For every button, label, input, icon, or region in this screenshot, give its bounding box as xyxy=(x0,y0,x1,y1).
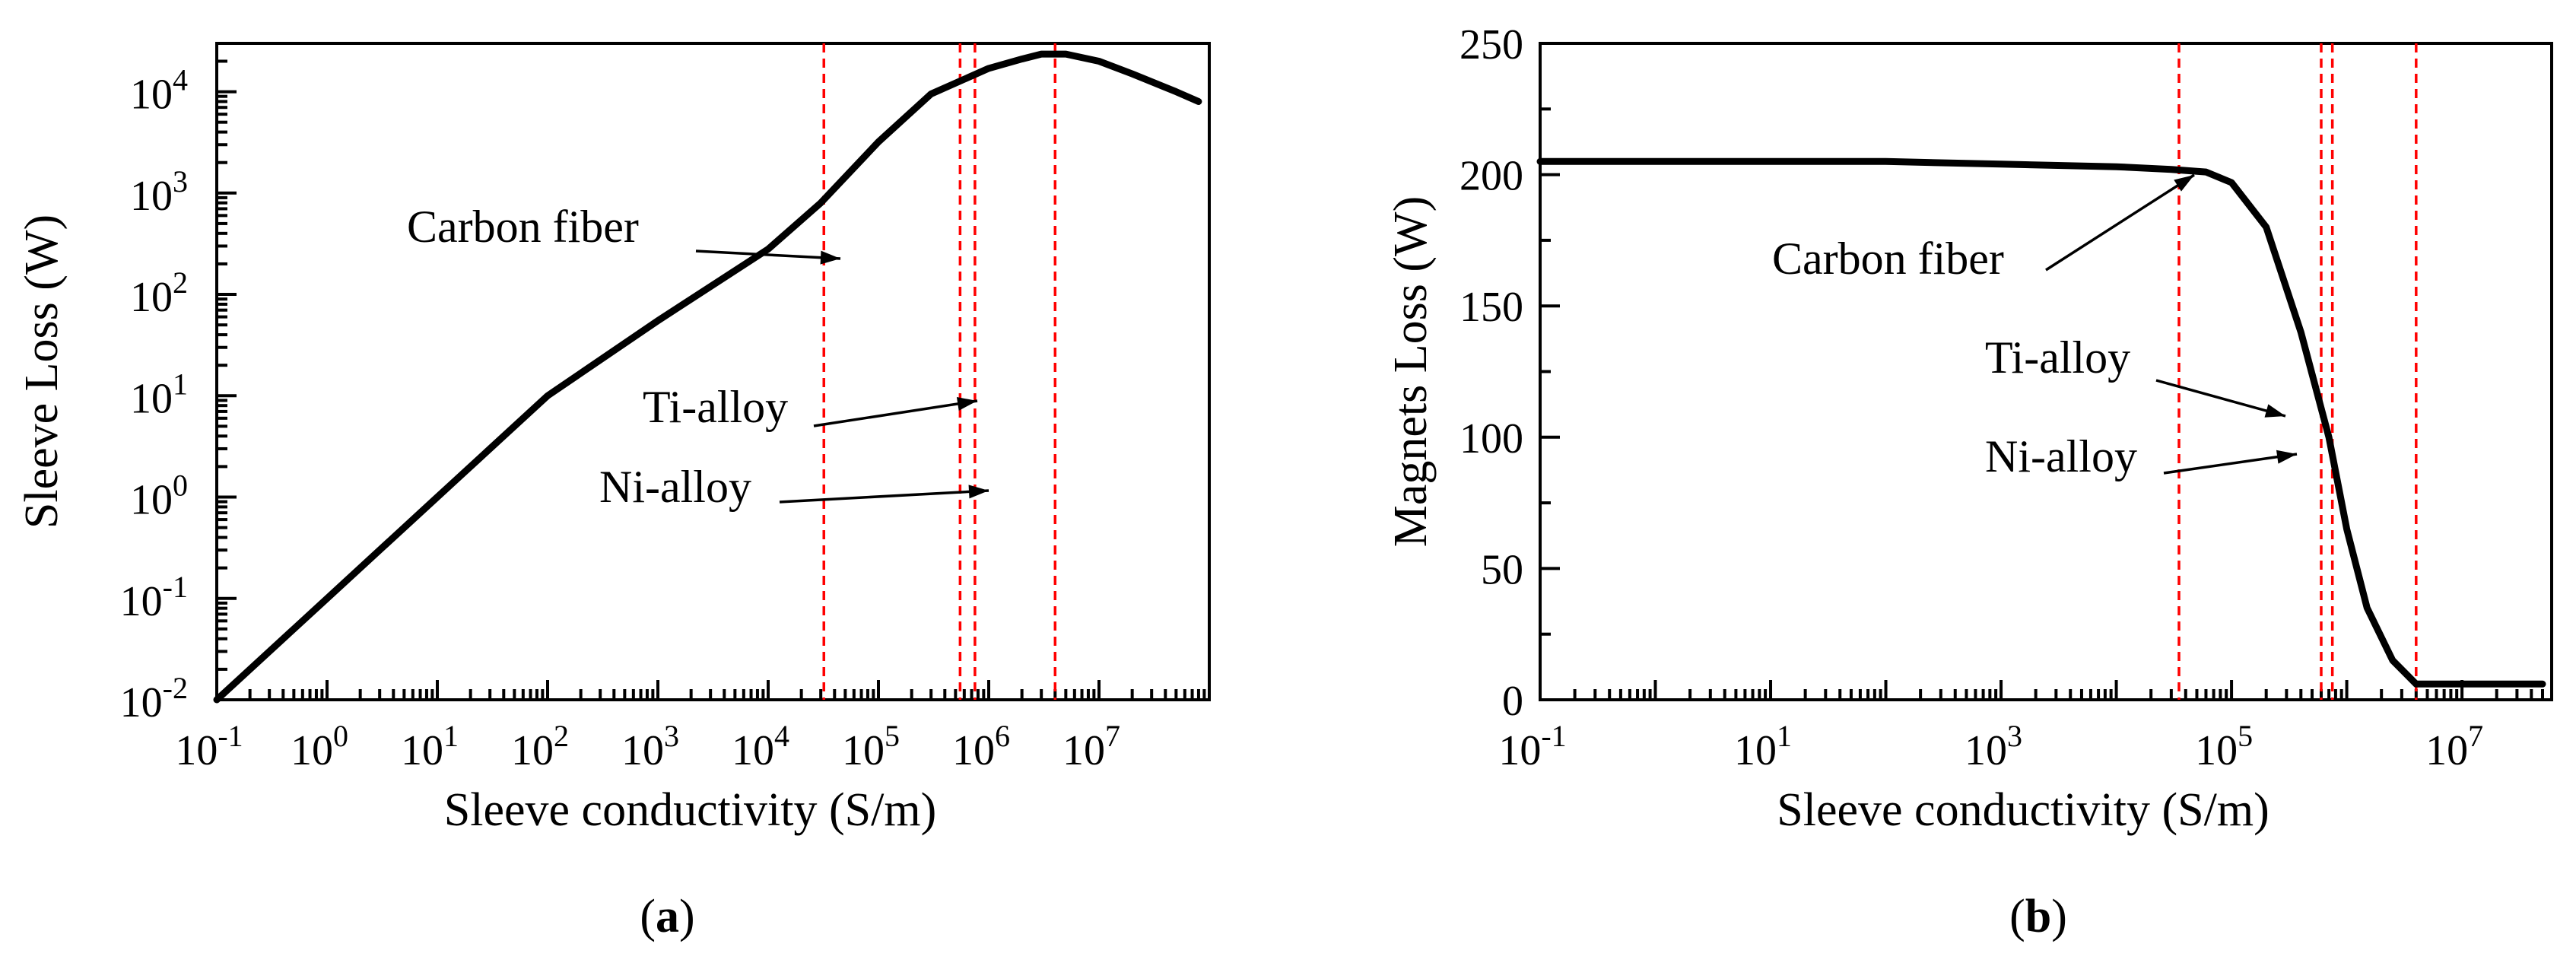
y-axis-label: Magnets Loss (W) xyxy=(1385,196,1437,547)
annotation-arrowhead xyxy=(820,250,840,265)
annotation-arrow xyxy=(695,249,841,260)
annotation-arrow xyxy=(2045,173,2195,272)
annotation-arrow xyxy=(2155,379,2286,418)
annotation-label: Ti-alloy xyxy=(643,382,788,432)
y-tick-label: 100 xyxy=(130,469,188,524)
annotation-arrowhead xyxy=(2174,175,2194,192)
x-tick-label: 105 xyxy=(2195,719,2253,774)
annotation-arrow xyxy=(813,399,978,427)
x-axis-label: Sleeve conductivity (S/m) xyxy=(1777,784,2269,836)
x-tick-label: 104 xyxy=(732,719,789,774)
annotation-arrowhead xyxy=(2276,450,2297,464)
annotation-label: Ni-alloy xyxy=(599,462,751,512)
x-tick-label: 107 xyxy=(1062,719,1120,774)
panel-caption: (b) xyxy=(2009,891,2067,942)
x-tick-label: 10-1 xyxy=(1498,719,1566,774)
y-axis-label: Sleeve Loss (W) xyxy=(16,214,68,529)
annotation-arrow xyxy=(2163,453,2298,475)
annotation-label: Carbon fiber xyxy=(1772,234,2004,284)
y-tick-label: 150 xyxy=(1460,284,1523,331)
y-tick-label: 103 xyxy=(130,164,188,220)
x-tick-label: 106 xyxy=(952,719,1010,774)
x-tick-label: 101 xyxy=(1734,719,1792,774)
panel-a-chart: 10-1 100 101 102 103 104 105 106 10710-210-11001… xyxy=(16,42,1211,942)
panel-b-chart: 10-1 101 103 105 107 0 50 100 150 200 250 Sleeve co… xyxy=(1385,21,2553,942)
y-tick-label: 0 xyxy=(1502,678,1523,725)
y-tick-label: 102 xyxy=(130,265,188,321)
x-tick-label: 107 xyxy=(2425,719,2483,774)
x-tick-label: 100 xyxy=(291,719,348,774)
y-tick-label: 10-1 xyxy=(120,570,188,625)
x-axis-label: Sleeve conductivity (S/m) xyxy=(444,784,936,836)
x-tick-label: 10-1 xyxy=(175,719,243,774)
y-tick-label: 200 xyxy=(1460,153,1523,200)
y-tick-label: 10-2 xyxy=(120,671,188,726)
x-tick-label: 103 xyxy=(621,719,679,774)
annotation-arrow xyxy=(779,489,989,504)
annotation-arrowhead xyxy=(2264,404,2285,418)
y-tick-label: 104 xyxy=(130,63,188,119)
annotation-label: Ni-alloy xyxy=(1985,431,2137,481)
annotation-label: Carbon fiber xyxy=(407,202,639,252)
x-tick-label: 102 xyxy=(511,719,569,774)
x-tick-label: 103 xyxy=(1965,719,2022,774)
annotation-arrowhead xyxy=(956,397,977,411)
y-tick-label: 50 xyxy=(1481,546,1523,593)
panel-caption: (a) xyxy=(640,891,694,942)
y-tick-label: 100 xyxy=(1460,415,1523,462)
plot-frame xyxy=(215,42,1211,701)
series-line-1 xyxy=(1536,157,2546,688)
y-tick-label: 250 xyxy=(1460,21,1523,68)
y-tick-label: 101 xyxy=(130,367,188,422)
x-tick-label: 101 xyxy=(401,719,459,774)
annotation-arrowhead xyxy=(968,485,989,499)
annotation-label: Ti-alloy xyxy=(1985,332,2130,383)
series-line-1 xyxy=(213,50,1202,704)
x-tick-label: 105 xyxy=(842,719,900,774)
